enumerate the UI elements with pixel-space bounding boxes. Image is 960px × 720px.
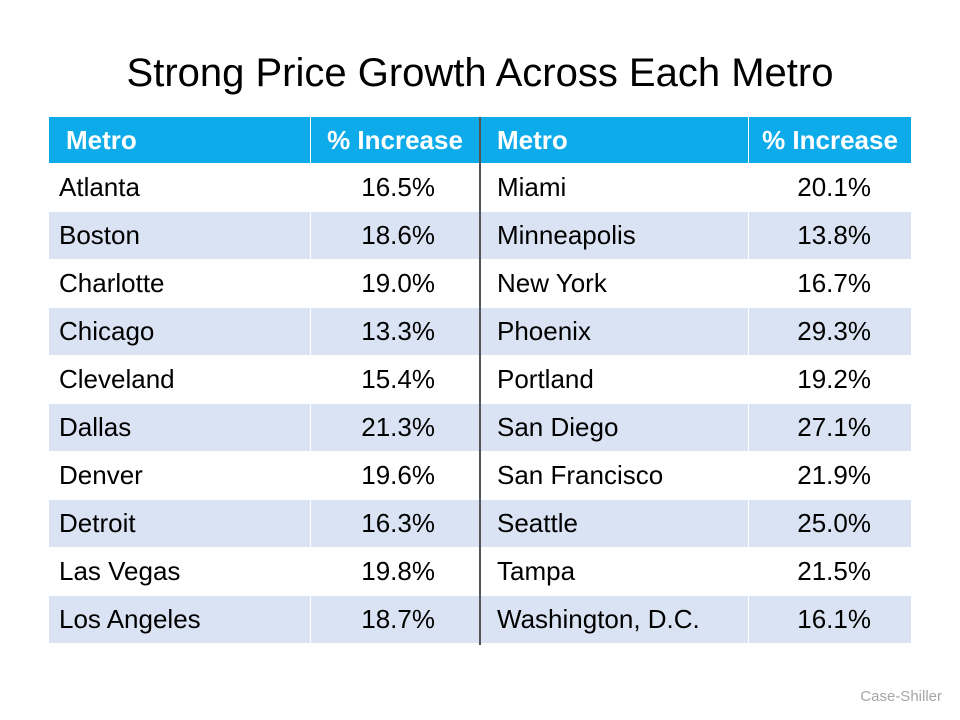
metro-cell: Portland (480, 356, 749, 404)
increase-cell: 19.2% (749, 356, 911, 404)
metro-cell: Cleveland (49, 356, 311, 404)
slide-title: Strong Price Growth Across Each Metro (126, 51, 834, 95)
table-row: Detroit 16.3% Seattle 25.0% (49, 500, 911, 548)
increase-cell: 16.3% (311, 500, 480, 548)
metro-cell: Atlanta (49, 164, 311, 212)
metro-cell: San Diego (480, 404, 749, 452)
metro-cell: Las Vegas (49, 548, 311, 596)
increase-cell: 18.6% (311, 212, 480, 260)
metro-cell: Chicago (49, 308, 311, 356)
table-row: Atlanta 16.5% Miami 20.1% (49, 164, 911, 212)
column-divider (479, 117, 481, 645)
metro-cell: Minneapolis (480, 212, 749, 260)
source-note: Case-Shiller (860, 688, 942, 705)
header-metro: Metro (49, 117, 311, 164)
increase-cell: 16.7% (749, 260, 911, 308)
metro-cell: Denver (49, 452, 311, 500)
increase-cell: 13.8% (749, 212, 911, 260)
header-increase: % Increase (749, 117, 911, 164)
increase-cell: 25.0% (749, 500, 911, 548)
increase-cell: 19.8% (311, 548, 480, 596)
header-increase: % Increase (311, 117, 480, 164)
metro-cell: San Francisco (480, 452, 749, 500)
metro-cell: Charlotte (49, 260, 311, 308)
increase-cell: 18.7% (311, 596, 480, 644)
increase-cell: 16.1% (749, 596, 911, 644)
header-metro: Metro (480, 117, 749, 164)
increase-cell: 16.5% (311, 164, 480, 212)
metro-price-table: Metro % Increase Metro % Increase Atlant… (49, 117, 911, 644)
metro-cell: Boston (49, 212, 311, 260)
metro-cell: Washington, D.C. (480, 596, 749, 644)
increase-cell: 20.1% (749, 164, 911, 212)
increase-cell: 21.5% (749, 548, 911, 596)
metro-cell: Dallas (49, 404, 311, 452)
metro-cell: Los Angeles (49, 596, 311, 644)
increase-cell: 21.3% (311, 404, 480, 452)
increase-cell: 27.1% (749, 404, 911, 452)
metro-cell: Tampa (480, 548, 749, 596)
increase-cell: 21.9% (749, 452, 911, 500)
metro-cell: Seattle (480, 500, 749, 548)
table-row: Denver 19.6% San Francisco 21.9% (49, 452, 911, 500)
increase-cell: 19.6% (311, 452, 480, 500)
metro-cell: Detroit (49, 500, 311, 548)
increase-cell: 19.0% (311, 260, 480, 308)
metro-cell: Phoenix (480, 308, 749, 356)
increase-cell: 15.4% (311, 356, 480, 404)
metro-cell: New York (480, 260, 749, 308)
increase-cell: 13.3% (311, 308, 480, 356)
table-row: Charlotte 19.0% New York 16.7% (49, 260, 911, 308)
table-row: Cleveland 15.4% Portland 19.2% (49, 356, 911, 404)
metro-cell: Miami (480, 164, 749, 212)
increase-cell: 29.3% (749, 308, 911, 356)
